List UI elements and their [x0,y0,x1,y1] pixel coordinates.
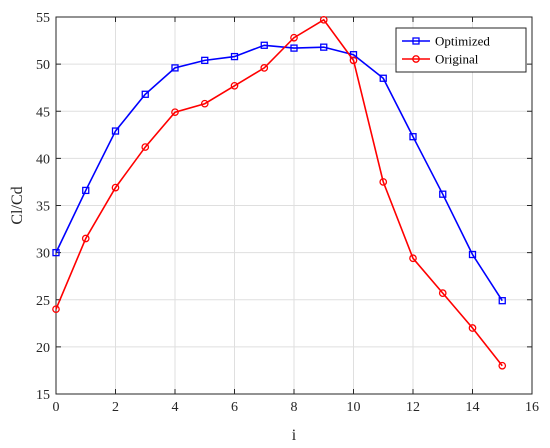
x-tick-label: 12 [406,400,420,415]
series-original [52,15,507,370]
legend-item-optimized: Optimized [402,34,490,49]
legend: Optimized Original [395,27,527,73]
series-layer [52,15,507,370]
y-tick-label: 55 [36,11,50,26]
data-point [409,254,417,263]
data-point [200,99,209,108]
data-point [111,183,120,192]
y-tick-label: 25 [36,294,50,309]
x-tick-label: 6 [231,400,238,415]
y-axis-label: Cl/Cd [9,186,26,224]
data-point [290,44,298,52]
y-tick-label: 40 [36,152,50,167]
series-optimized [52,41,506,305]
data-point [260,64,269,72]
legend-marker [412,55,420,63]
y-tick-label: 20 [36,341,50,356]
data-point [349,56,358,65]
data-point [439,190,447,198]
y-tick-label: 30 [36,247,50,262]
data-point [498,297,506,305]
x-axis-label: i [292,427,297,444]
data-point [171,64,179,72]
series-line [55,18,503,367]
x-tick-label: 16 [525,400,539,415]
data-point [379,74,387,82]
y-tick-label: 35 [36,200,50,215]
legend-marker [412,37,420,45]
data-point [379,178,388,186]
data-point [81,234,90,243]
data-point [320,43,328,51]
data-point [319,15,328,24]
x-tick-label: 8 [291,400,298,415]
data-point [141,143,150,151]
series-line [55,44,503,302]
x-tick-label: 10 [347,400,361,415]
legend-label: Original [435,52,479,67]
data-point [438,289,447,298]
x-tick-label: 4 [172,400,179,415]
data-point [409,133,417,141]
data-point [82,186,90,195]
data-point [171,108,179,117]
data-point [290,33,298,42]
data-point [498,361,507,370]
y-tick-label: 50 [36,58,50,73]
data-point [260,41,268,49]
x-tick-label: 14 [466,400,480,415]
data-point [468,324,477,332]
y-tick-label: 15 [36,388,50,403]
grid [55,16,533,395]
data-point [111,127,120,135]
data-point [52,305,60,314]
legend-item-original: Original [402,52,479,67]
data-point [230,52,239,61]
data-point [52,248,60,257]
data-point [201,56,209,65]
data-point [230,81,239,90]
data-point [141,90,149,98]
data-point [468,250,477,259]
x-tick-label: 0 [53,400,60,415]
legend-label: Optimized [435,34,490,49]
y-tick-label: 45 [36,105,50,120]
x-tick-label: 2 [112,400,119,415]
axis-ticks: 0 2 4 6 8 10 12 14 16 15 20 25 30 35 40 45 50 55 [36,11,539,415]
legend-box [395,27,527,73]
